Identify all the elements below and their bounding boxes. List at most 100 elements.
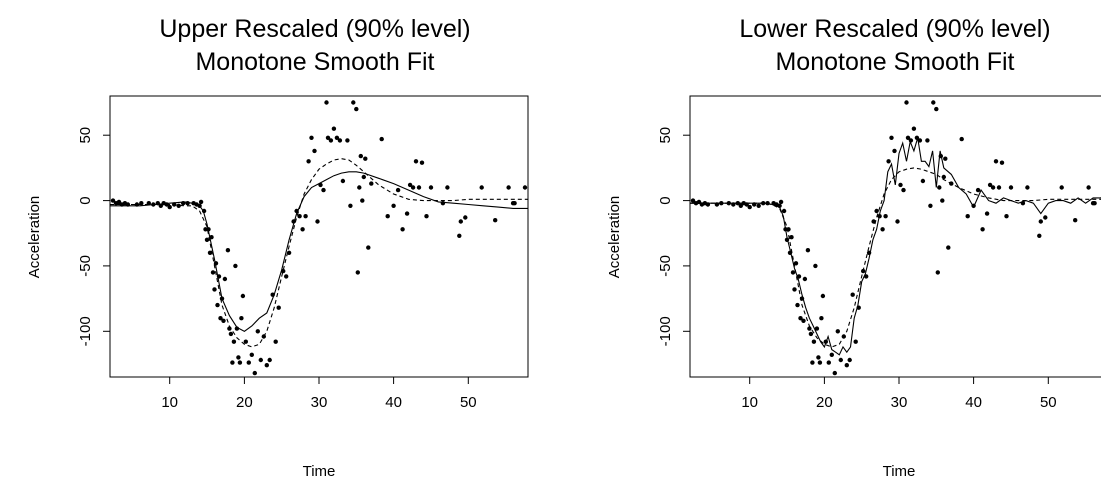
data-point: [185, 201, 190, 206]
data-point: [294, 208, 299, 214]
y-tick-label: -50: [657, 255, 674, 277]
data-point: [197, 203, 202, 208]
data-point: [798, 316, 803, 321]
data-point: [765, 201, 770, 206]
fit-lines: [110, 158, 528, 348]
data-point: [959, 136, 964, 142]
data-point: [984, 211, 990, 216]
y-axis-label: Acceleration: [26, 196, 43, 279]
x-tick-label: 30: [891, 394, 908, 411]
data-point: [999, 160, 1005, 165]
data-point: [847, 357, 852, 363]
data-point: [1086, 185, 1091, 190]
data-point: [246, 360, 251, 365]
data-point: [789, 235, 794, 240]
data-point: [419, 160, 425, 165]
x-axis-label: Time: [303, 463, 336, 480]
data-point: [276, 305, 281, 310]
data-point: [905, 135, 911, 140]
data-point: [312, 148, 317, 154]
chart-subtitle: Monotone Smooth Fit: [775, 48, 1014, 76]
data-point: [297, 214, 302, 219]
data-point: [816, 355, 821, 360]
data-point: [744, 202, 749, 207]
data-point: [810, 360, 815, 365]
data-point: [996, 185, 1002, 190]
data-point: [946, 245, 951, 250]
x-tick-label: 10: [161, 394, 178, 411]
data-point: [801, 318, 806, 323]
data-point: [522, 185, 528, 190]
y-tick-label: 50: [657, 127, 674, 144]
data-point: [943, 156, 948, 161]
data-point: [935, 270, 940, 275]
data-point: [1008, 185, 1014, 190]
data-point: [696, 199, 702, 205]
data-point: [506, 185, 511, 190]
data-point: [908, 138, 914, 143]
data-point: [901, 187, 906, 193]
data-point: [181, 201, 186, 206]
data-point: [853, 339, 858, 344]
data-point: [407, 182, 413, 188]
data-point: [719, 201, 724, 206]
x-axis-label: Time: [883, 463, 916, 480]
data-point: [413, 159, 419, 164]
data-point: [321, 187, 326, 193]
data-point: [886, 159, 891, 164]
data-point: [895, 219, 900, 224]
data-point: [355, 270, 360, 275]
data-point: [258, 357, 263, 363]
data-point: [176, 203, 181, 208]
data-point: [225, 248, 231, 253]
data-point: [735, 201, 740, 206]
data-point: [807, 326, 812, 331]
data-point: [291, 219, 296, 224]
data-point: [354, 106, 359, 112]
data-point: [348, 203, 353, 208]
data-point: [215, 302, 220, 308]
data-point: [911, 126, 917, 131]
y-tick-label: -100: [657, 316, 674, 346]
data-point: [844, 363, 849, 368]
x-tick-label: 10: [741, 394, 758, 411]
data-point: [172, 202, 177, 207]
data-point: [201, 208, 207, 214]
data-point: [726, 201, 731, 206]
data-point: [198, 199, 204, 205]
data-point: [457, 233, 462, 238]
data-point: [781, 208, 787, 214]
data-point: [306, 159, 311, 164]
data-point: [363, 156, 368, 161]
data-point: [861, 268, 866, 274]
data-point: [303, 214, 308, 219]
data-point: [993, 159, 999, 164]
data-point: [110, 198, 116, 203]
dashed-fit-line: [690, 167, 1101, 348]
data-point: [155, 201, 160, 206]
data-point: [207, 250, 213, 255]
data-point: [379, 136, 384, 142]
data-point: [234, 326, 240, 331]
solid-fit-line: [110, 171, 528, 332]
data-point: [216, 274, 222, 279]
data-point: [805, 248, 811, 253]
data-point: [151, 202, 156, 207]
data-point: [428, 185, 434, 190]
data-point: [761, 201, 766, 206]
fit-lines: [690, 137, 1101, 356]
axis-ticks: 10 20 30 40 50 -100 -50 0 50: [657, 127, 1057, 411]
axis-ticks: 10 20 30 40 50 -100 -50 0 50: [77, 127, 477, 411]
data-point: [965, 214, 970, 219]
data-point: [361, 174, 366, 180]
data-point: [158, 203, 163, 208]
data-point: [264, 363, 269, 368]
data-point: [1025, 185, 1030, 190]
solid-fit-line: [690, 137, 1101, 356]
data-point: [1043, 215, 1048, 220]
data-point: [212, 287, 217, 292]
data-point: [784, 237, 790, 242]
data-point: [980, 227, 985, 232]
data-point: [975, 187, 981, 193]
